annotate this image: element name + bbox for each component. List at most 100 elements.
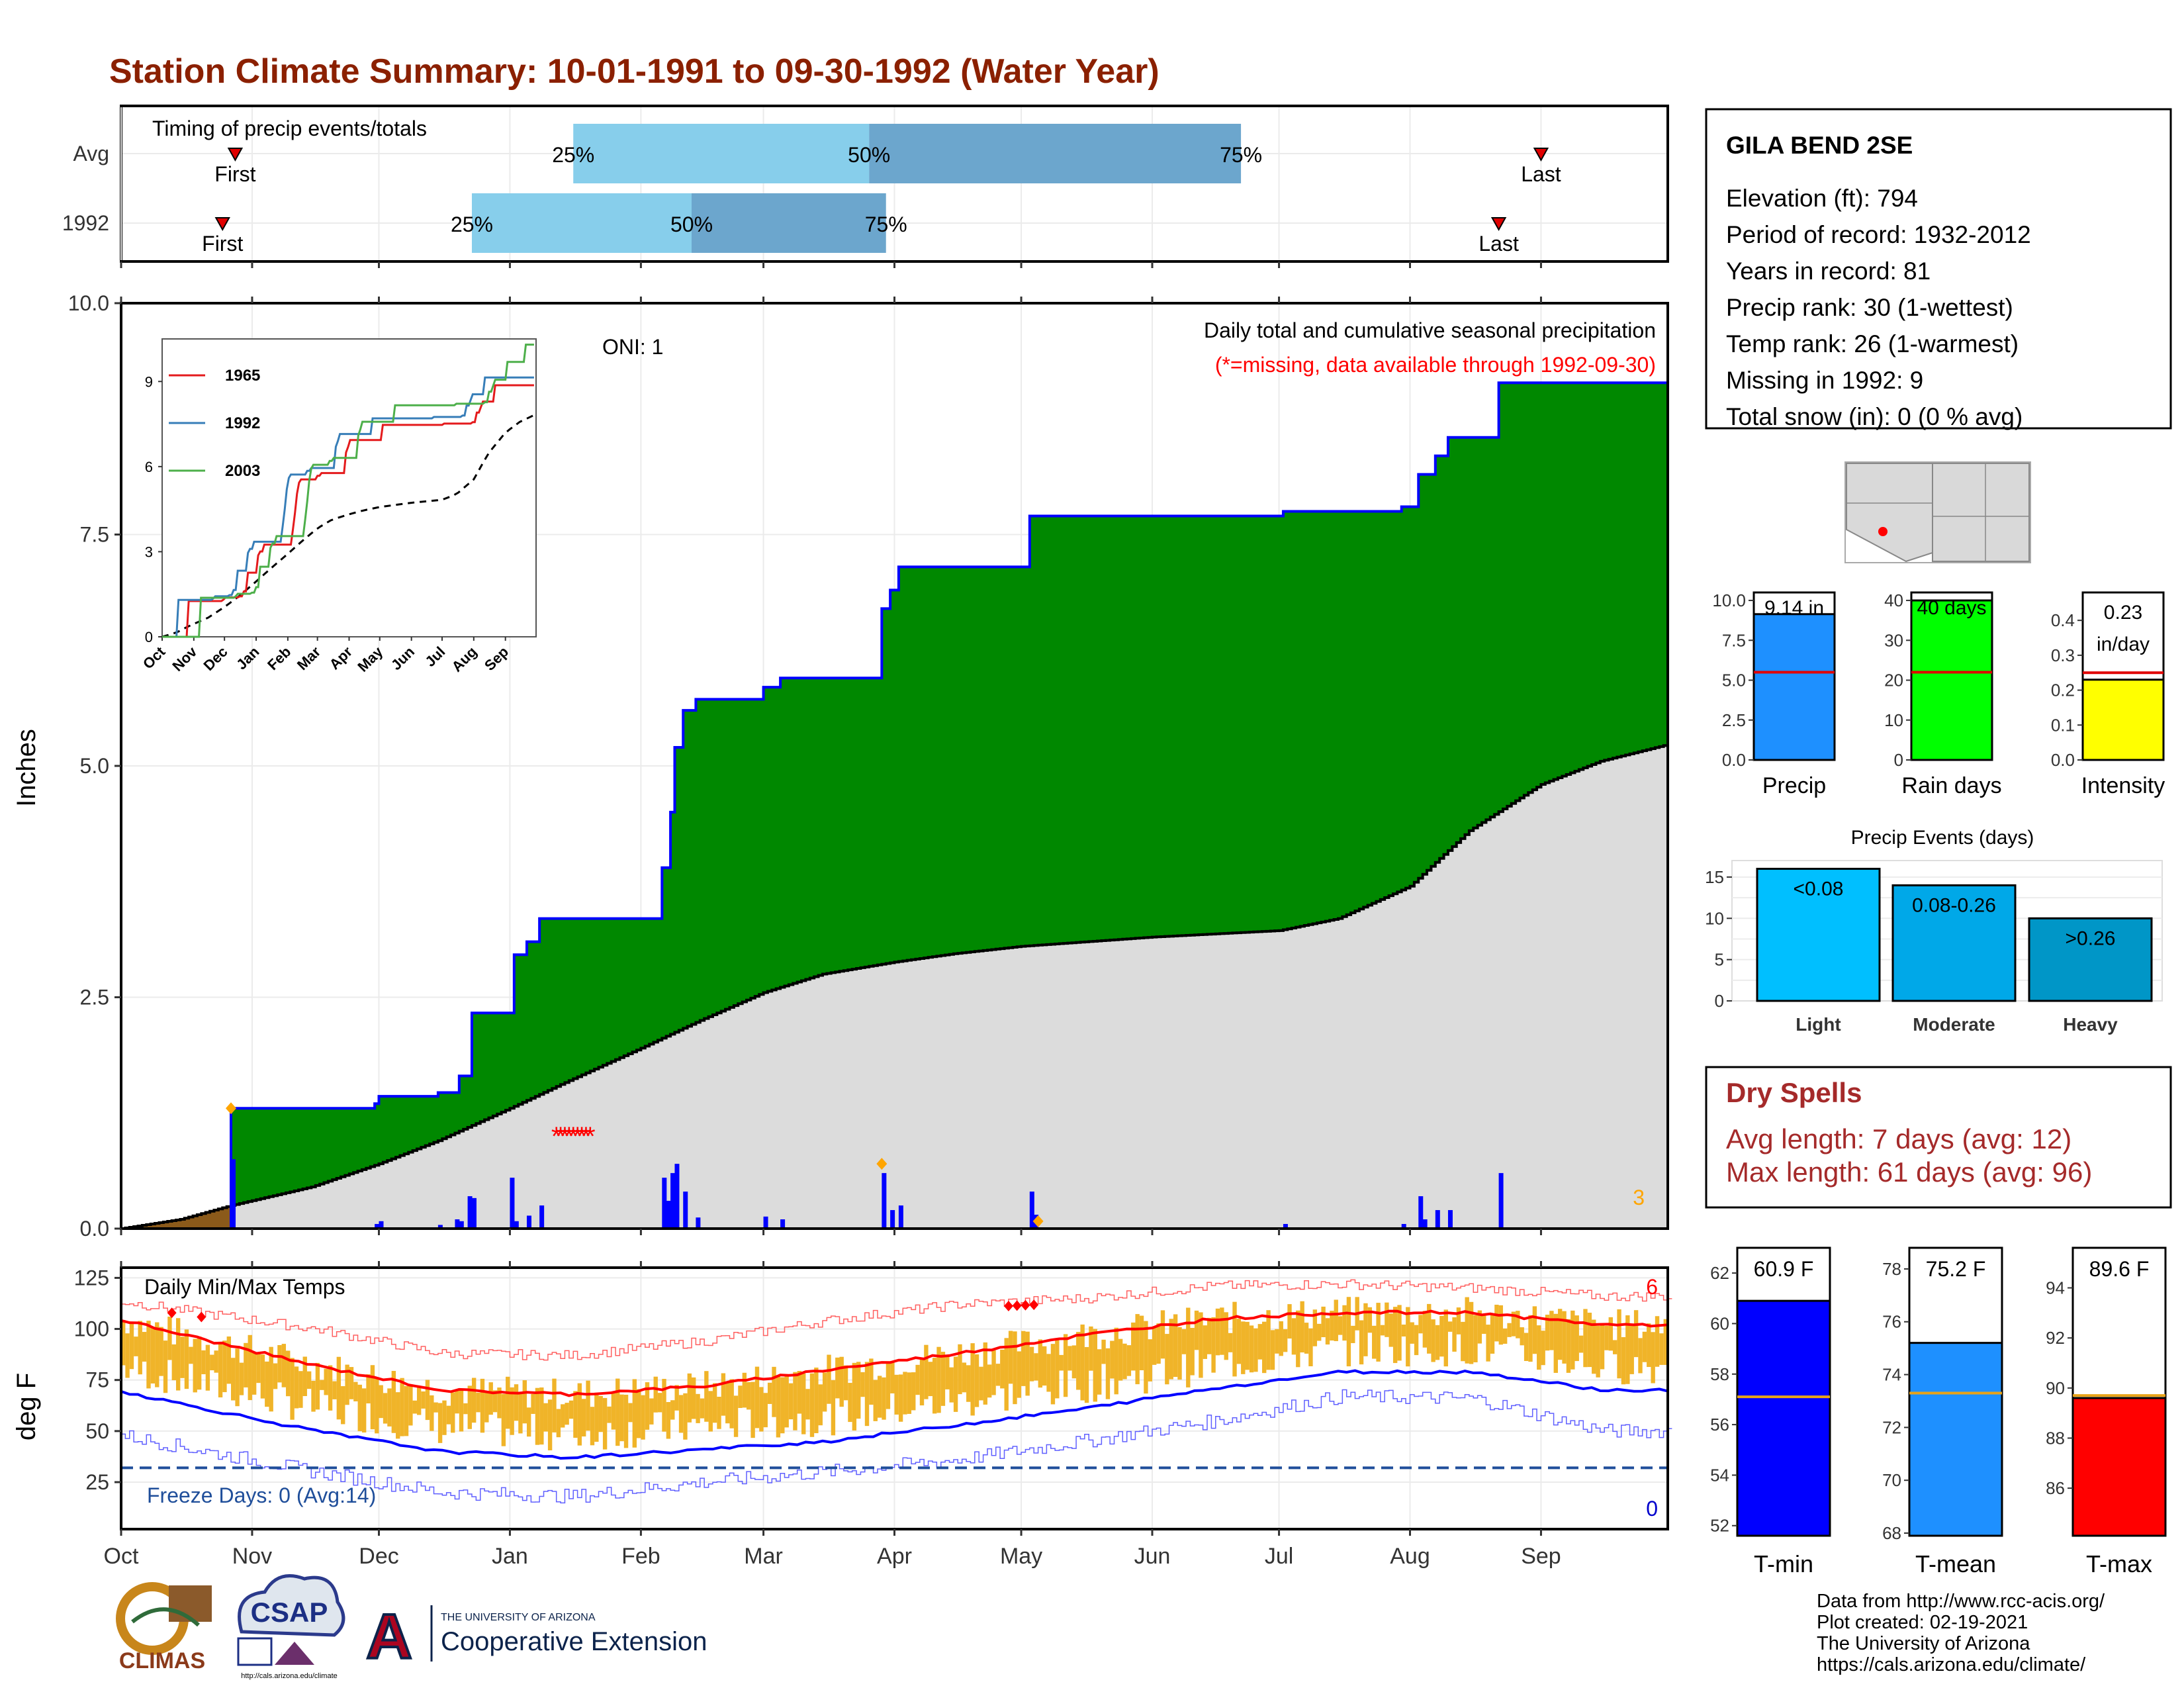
daily-temp-range-bar bbox=[492, 1390, 498, 1413]
daily-temp-range-bar bbox=[1296, 1310, 1300, 1368]
temp-bar-fill bbox=[1908, 1342, 2003, 1537]
daily-temp-range-bar bbox=[121, 1320, 126, 1366]
daily-temp-range-bar bbox=[1651, 1332, 1655, 1383]
daily-temp-range-bar bbox=[501, 1393, 506, 1446]
daily-temp-range-bar bbox=[848, 1383, 852, 1423]
daily-temp-range-bar bbox=[831, 1380, 836, 1436]
mini-bar-fill bbox=[2081, 679, 2165, 761]
record-low-count: 0 bbox=[1646, 1497, 1658, 1521]
daily-temp-range-bar bbox=[1050, 1344, 1056, 1405]
daily-temp-range-bar bbox=[1359, 1320, 1364, 1365]
daily-temp-range-bar bbox=[1245, 1321, 1250, 1370]
daily-temp-range-bar bbox=[497, 1387, 502, 1419]
daily-temp-range-bar bbox=[877, 1376, 882, 1418]
daily-temp-range-bar bbox=[1608, 1317, 1613, 1351]
daily-temp-range-bar bbox=[159, 1327, 163, 1376]
daily-temp-range-bar bbox=[1308, 1328, 1313, 1367]
daily-temp-range-bar bbox=[814, 1367, 819, 1434]
daily-temp-range-bar bbox=[142, 1332, 147, 1362]
daily-temp-range-bar bbox=[1021, 1331, 1026, 1386]
inset-month-label: Jan bbox=[233, 643, 262, 673]
daily-temp-range-bar bbox=[1372, 1325, 1377, 1359]
mini-bar-intensity: 0.0 0.1 0.2 0.3 0.4 0.23 in/day Intensity bbox=[2051, 591, 2165, 798]
inset-year-line bbox=[162, 376, 534, 638]
first-event-marker-icon bbox=[214, 217, 230, 232]
daily-temp-range-bar bbox=[518, 1392, 523, 1434]
daily-temp-range-bar bbox=[1241, 1321, 1246, 1374]
daily-temp-range-bar bbox=[320, 1380, 324, 1390]
daily-precip-bar bbox=[467, 1196, 473, 1229]
climas-logo[interactable]: CLIMAS bbox=[116, 1582, 212, 1673]
credit-line: Plot created: 02-19-2021 bbox=[1817, 1612, 2028, 1633]
daily-temp-range-bar bbox=[201, 1350, 206, 1374]
csap-logo[interactable]: CSAP http://cals.arizona.edu/climate bbox=[237, 1574, 345, 1681]
daily-temp-range-bar bbox=[1034, 1353, 1038, 1381]
daily-temp-range-bar bbox=[1342, 1305, 1347, 1341]
daily-temp-range-bar bbox=[180, 1336, 185, 1378]
daily-temp-range-bar bbox=[1604, 1325, 1609, 1350]
daily-temp-range-bar bbox=[805, 1389, 810, 1420]
daily-temp-range-bar bbox=[1089, 1326, 1093, 1371]
temp-bar-value: 75.2 F bbox=[1926, 1257, 1986, 1281]
daily-temp-range-bar bbox=[1633, 1310, 1639, 1358]
precip-legend-line2: (*=missing, data available through 1992-… bbox=[1215, 353, 1656, 377]
month-label: Aug bbox=[1390, 1544, 1430, 1569]
daily-temp-range-bar bbox=[759, 1387, 764, 1432]
inset-month-label: Oct bbox=[140, 643, 169, 672]
daily-temp-range-bar bbox=[632, 1379, 637, 1448]
events-tick-label: 0 bbox=[1715, 991, 1724, 1011]
daily-temp-range-bar bbox=[1257, 1324, 1263, 1360]
daily-temp-range-bar bbox=[1004, 1338, 1009, 1411]
daily-temp-range-bar bbox=[552, 1378, 557, 1432]
events-tick-label: 5 bbox=[1715, 950, 1724, 970]
daily-temp-range-bar bbox=[1194, 1310, 1199, 1350]
university-of-arizona-logo[interactable]: A THE UNIVERSITY OF ARIZONA Cooperative … bbox=[365, 1600, 707, 1673]
daily-temp-range-bar bbox=[1537, 1325, 1541, 1370]
temp-bar-fill bbox=[2071, 1397, 2167, 1537]
temp-bar-t-max: 86 88 90 92 94 89.6 F T-max bbox=[2046, 1246, 2167, 1577]
daily-temp-range-bar bbox=[674, 1385, 679, 1411]
daily-temp-range-bar bbox=[940, 1352, 946, 1406]
temp-bar-tick-label: 62 bbox=[1710, 1263, 1729, 1283]
daily-temp-range-bar bbox=[911, 1372, 916, 1411]
daily-temp-range-bar bbox=[433, 1402, 438, 1413]
daily-temp-range-bar bbox=[239, 1362, 244, 1395]
timing-p50-label: 50% bbox=[670, 212, 713, 236]
daily-temp-range-bar bbox=[1084, 1346, 1089, 1403]
daily-temp-range-bar bbox=[193, 1338, 197, 1393]
daily-temp-range-bar bbox=[561, 1404, 565, 1428]
daily-temp-range-bar bbox=[945, 1356, 950, 1389]
daily-temp-range-bar bbox=[788, 1383, 794, 1420]
daily-temp-range-bar bbox=[1118, 1338, 1123, 1381]
daily-temp-range-bar bbox=[1427, 1303, 1432, 1354]
daily-temp-range-bar bbox=[932, 1358, 937, 1414]
daily-temp-range-bar bbox=[430, 1395, 434, 1431]
daily-temp-range-bar bbox=[526, 1407, 531, 1437]
daily-temp-range-bar bbox=[345, 1364, 349, 1405]
daily-temp-range-bar bbox=[751, 1382, 755, 1438]
daily-temp-range-bar bbox=[949, 1367, 954, 1403]
daily-precip-bar bbox=[514, 1221, 519, 1229]
daily-temp-range-bar bbox=[476, 1392, 480, 1413]
temp-y-tick-label: 75 bbox=[85, 1368, 109, 1392]
daily-temp-range-bar bbox=[463, 1403, 468, 1415]
daily-temp-range-bar bbox=[839, 1356, 844, 1407]
daily-temp-range-bar bbox=[1663, 1319, 1668, 1365]
daily-temp-range-bar bbox=[1042, 1346, 1047, 1386]
mini-bar-fill bbox=[1752, 613, 1836, 761]
timing-row-year-label: 1992 bbox=[62, 211, 109, 235]
daily-temp-range-bar bbox=[641, 1395, 645, 1440]
temp-bar-tick-label: 90 bbox=[2046, 1378, 2065, 1398]
record-high-marker-icon bbox=[167, 1307, 177, 1319]
daily-temp-range-bar bbox=[1486, 1325, 1490, 1362]
daily-temp-range-bar bbox=[459, 1389, 464, 1432]
inset-legend-label: 1992 bbox=[225, 414, 260, 432]
daily-temp-range-bar bbox=[1629, 1325, 1634, 1374]
daily-temp-range-bar bbox=[1422, 1311, 1428, 1348]
daily-temp-range-bar bbox=[1270, 1330, 1275, 1370]
daily-temp-range-bar bbox=[451, 1392, 455, 1433]
daily-temp-range-bar bbox=[446, 1405, 451, 1425]
precip-y-tick-label: 2.5 bbox=[80, 986, 109, 1009]
missing-data-marker: * bbox=[572, 1122, 583, 1151]
temp-bar-tick-label: 68 bbox=[1882, 1523, 1901, 1543]
